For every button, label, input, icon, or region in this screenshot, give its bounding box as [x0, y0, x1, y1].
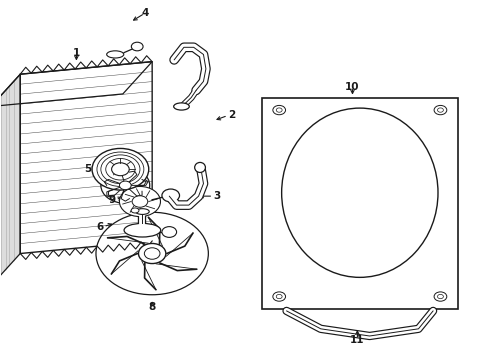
Ellipse shape: [124, 224, 161, 237]
Circle shape: [145, 248, 160, 259]
Circle shape: [434, 292, 447, 301]
Text: 7: 7: [129, 195, 136, 205]
Circle shape: [132, 196, 148, 207]
Circle shape: [438, 294, 443, 299]
Circle shape: [120, 186, 160, 217]
Circle shape: [162, 189, 179, 202]
Circle shape: [112, 163, 129, 176]
Ellipse shape: [136, 209, 149, 215]
Circle shape: [139, 243, 166, 264]
Text: 2: 2: [228, 111, 235, 121]
Ellipse shape: [131, 208, 139, 213]
Ellipse shape: [107, 51, 124, 58]
Text: 4: 4: [141, 8, 148, 18]
Text: 5: 5: [84, 164, 91, 174]
Bar: [262, 98, 458, 309]
Circle shape: [273, 105, 286, 115]
Circle shape: [273, 292, 286, 301]
Circle shape: [92, 148, 149, 190]
Circle shape: [434, 105, 447, 115]
Text: 1: 1: [73, 48, 80, 58]
Circle shape: [162, 226, 176, 237]
Text: 8: 8: [148, 302, 156, 312]
Text: 11: 11: [350, 334, 365, 345]
Text: 3: 3: [213, 191, 220, 201]
Circle shape: [276, 108, 282, 112]
Circle shape: [96, 212, 208, 295]
Circle shape: [438, 108, 443, 112]
Circle shape: [131, 42, 143, 51]
Text: 10: 10: [345, 82, 360, 92]
Circle shape: [120, 181, 131, 190]
Ellipse shape: [195, 162, 205, 172]
Text: 9: 9: [108, 195, 116, 205]
Circle shape: [101, 167, 150, 203]
Circle shape: [276, 294, 282, 299]
Ellipse shape: [282, 108, 438, 277]
Text: 6: 6: [96, 222, 103, 231]
Ellipse shape: [173, 103, 189, 110]
